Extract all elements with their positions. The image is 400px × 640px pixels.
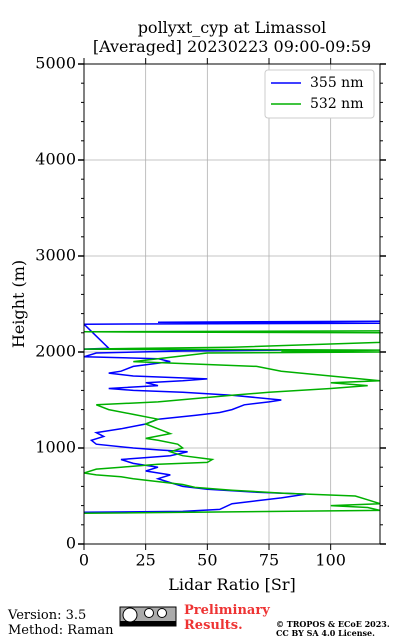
x-tick-label: 0 xyxy=(79,551,89,570)
x-tick-label: 100 xyxy=(315,551,346,570)
y-axis-label: Height (m) xyxy=(9,260,28,348)
x-axis-label: Lidar Ratio [Sr] xyxy=(168,575,296,594)
plot-area xyxy=(83,63,380,545)
method: Method: Raman xyxy=(8,623,114,638)
status-line: Preliminary Results. xyxy=(184,603,270,633)
y-tick-label: 1000 xyxy=(35,438,76,457)
copyright: © TROPOS & ECoE 2023. xyxy=(276,619,390,629)
version: Version: 3.5 xyxy=(7,608,86,623)
legend-label: 532 nm xyxy=(310,96,363,112)
chart-title: pollyxt_cyp at Limassol xyxy=(138,18,327,37)
y-tick-label: 5000 xyxy=(35,54,76,73)
x-tick-label: 75 xyxy=(259,551,279,570)
x-tick-label: 25 xyxy=(135,551,155,570)
chart-subtitle: [Averaged] 20230223 09:00-09:59 xyxy=(93,37,371,56)
cc-logo xyxy=(119,606,177,627)
y-tick-label: 3000 xyxy=(35,246,76,265)
series-line xyxy=(84,330,380,515)
y-tick-label: 2000 xyxy=(35,342,76,361)
x-tick-label: 50 xyxy=(197,551,217,570)
y-tick-label: 4000 xyxy=(35,150,76,169)
y-tick-label: 0 xyxy=(66,534,76,553)
license: CC BY SA 4.0 License. xyxy=(276,628,375,638)
legend-box xyxy=(264,69,375,119)
plot-frame xyxy=(83,63,381,545)
legend-label: 355 nm xyxy=(310,75,363,91)
